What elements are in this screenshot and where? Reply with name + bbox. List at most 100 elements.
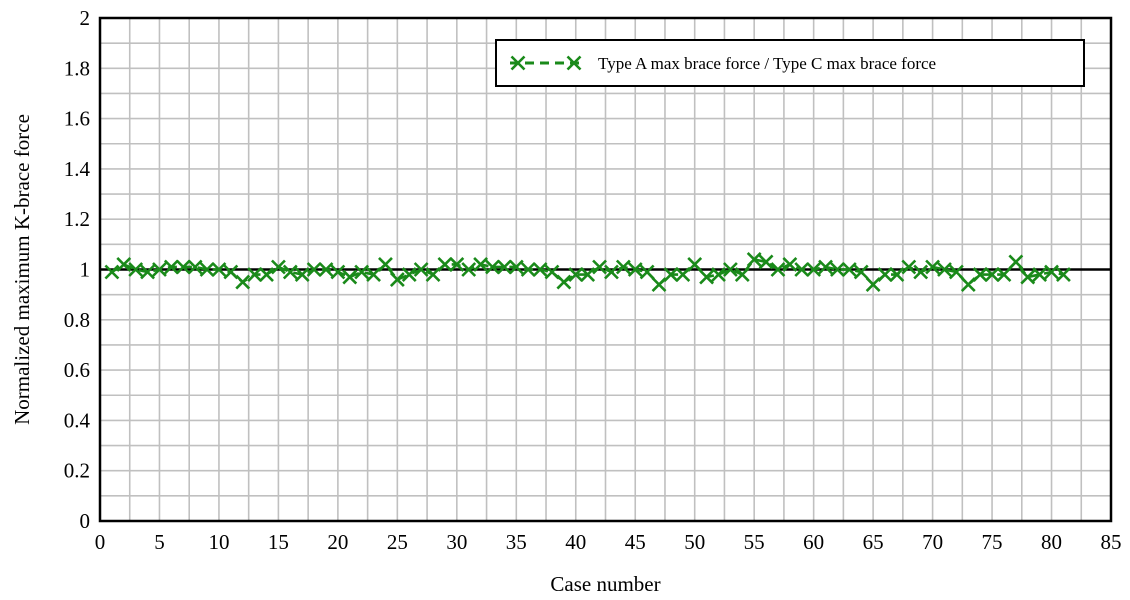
data-point-marker	[425, 267, 441, 282]
data-point-marker	[175, 259, 191, 275]
data-point-marker	[794, 262, 810, 277]
data-point-marker	[1020, 269, 1036, 285]
data-point-marker	[699, 269, 715, 285]
data-point-marker	[711, 267, 726, 282]
data-point-marker	[734, 267, 750, 282]
data-point-marker	[342, 269, 358, 285]
data-point-marker	[199, 262, 215, 277]
y-tick-label: 1.6	[64, 107, 90, 131]
data-point-marker	[1044, 264, 1059, 280]
x-tick-label: 25	[387, 530, 408, 554]
data-point-marker	[211, 262, 227, 277]
data-point-marker	[889, 267, 905, 282]
data-point-marker	[746, 252, 762, 267]
data-point-marker	[330, 264, 346, 280]
data-point-marker	[140, 264, 155, 280]
y-axis-title: Normalized maximum K-brace force	[10, 114, 34, 425]
data-point-marker	[722, 262, 738, 277]
data-point-marker	[865, 277, 881, 293]
data-point-marker	[687, 257, 703, 272]
legend-marker	[566, 55, 582, 71]
x-tick-label: 50	[684, 530, 705, 554]
data-point-marker	[354, 264, 370, 280]
data-point-marker	[152, 262, 167, 277]
data-point-marker	[163, 259, 179, 275]
data-point-marker	[401, 267, 417, 282]
data-point-marker	[770, 262, 786, 277]
y-tick-label: 0.2	[64, 459, 90, 483]
x-tick-label: 85	[1101, 530, 1122, 554]
legend-box	[495, 39, 1085, 87]
x-tick-label: 65	[863, 530, 884, 554]
x-tick-label: 40	[565, 530, 586, 554]
data-point-marker	[508, 259, 524, 275]
data-point-marker	[282, 264, 298, 280]
plot-frame	[98, 16, 1113, 523]
x-tick-label: 60	[803, 530, 824, 554]
data-point-marker	[675, 267, 691, 282]
y-tick-label: 2	[80, 6, 91, 30]
data-point-marker	[235, 274, 251, 290]
x-tick-label: 70	[922, 530, 943, 554]
data-point-marker	[247, 267, 263, 282]
data-point-marker	[223, 264, 239, 280]
x-tick-label: 20	[327, 530, 348, 554]
x-tick-label: 10	[208, 530, 229, 554]
data-point-marker	[841, 262, 857, 277]
data-point-marker	[639, 264, 655, 280]
y-tick-label: 1.4	[64, 157, 91, 181]
data-point-marker	[520, 262, 536, 277]
data-point-marker	[960, 277, 976, 293]
data-point-marker	[366, 267, 381, 282]
data-point-marker	[473, 257, 489, 272]
y-tick-label: 0	[80, 509, 91, 533]
data-point-marker	[782, 257, 798, 272]
legend-marker	[510, 55, 526, 71]
y-tick-labels: 0 0.2 0.4 0.6 0.8 1 1.2 1.4 1.6 1.8 2	[64, 6, 91, 533]
y-tick-label: 1.2	[64, 207, 90, 231]
data-point-marker	[806, 262, 822, 277]
data-point-marker	[128, 262, 144, 277]
data-point-marker	[378, 257, 393, 272]
data-point-marker	[413, 262, 429, 277]
x-tick-label: 80	[1041, 530, 1062, 554]
x-tick-label: 35	[506, 530, 527, 554]
data-point-marker	[925, 259, 941, 275]
data-point-marker	[627, 262, 643, 277]
data-point-marker	[972, 267, 988, 282]
data-point-marker	[294, 267, 310, 282]
x-tick-label: 55	[744, 530, 765, 554]
data-point-marker	[485, 259, 500, 275]
data-point-marker	[830, 262, 845, 277]
data-point-marker	[496, 259, 512, 275]
data-point-marker	[187, 259, 203, 275]
legend-marker-samples	[510, 55, 582, 71]
data-point-marker	[568, 267, 584, 282]
data-point-marker	[104, 264, 120, 280]
y-tick-label: 0.4	[64, 408, 91, 432]
series-layer	[104, 252, 1071, 293]
data-point-marker	[984, 267, 1000, 282]
x-tick-label: 30	[446, 530, 467, 554]
data-point-marker	[663, 267, 679, 282]
data-point-marker	[853, 264, 869, 280]
data-point-marker	[437, 257, 453, 272]
x-tick-label: 75	[982, 530, 1003, 554]
legend: Type A max brace force / Type C max brac…	[495, 39, 1085, 87]
data-point-marker	[913, 264, 929, 280]
data-point-marker	[556, 274, 572, 290]
data-point-marker	[1056, 267, 1071, 282]
x-tick-labels: 0 5 10 15 20 25 30 35 40 45 50 55 60 65 70 75 80 85	[95, 530, 1122, 554]
y-tick-label: 1	[80, 258, 91, 282]
data-point-marker	[651, 277, 667, 293]
x-axis-title: Case number	[550, 572, 660, 596]
y-tick-label: 0.6	[64, 358, 90, 382]
data-point-marker	[259, 267, 274, 282]
data-point-marker	[270, 259, 286, 275]
data-point-marker	[818, 259, 833, 275]
data-point-marker	[461, 262, 477, 277]
data-point-marker	[877, 267, 893, 282]
data-point-marker	[948, 264, 964, 280]
data-point-marker	[604, 264, 619, 280]
